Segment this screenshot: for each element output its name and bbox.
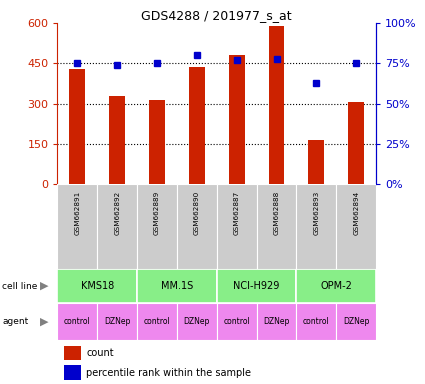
Bar [336,303,376,340]
Bar [217,303,257,340]
Text: control: control [223,317,250,326]
Text: GSM662894: GSM662894 [353,191,359,235]
Bar [57,303,97,340]
Text: ▶: ▶ [40,281,49,291]
Text: NCI-H929: NCI-H929 [233,281,280,291]
Text: control: control [144,317,170,326]
Bar [229,55,245,184]
Bar [109,96,125,184]
Text: GSM662892: GSM662892 [114,191,120,235]
Bar [57,184,97,269]
Bar [257,184,296,269]
Bar [296,269,376,303]
Bar [69,69,85,184]
Bar [137,303,177,340]
Bar [217,269,296,303]
Text: GSM662893: GSM662893 [313,191,319,235]
Text: agent: agent [2,317,28,326]
Bar [97,303,137,340]
Text: OPM-2: OPM-2 [320,281,352,291]
Bar [257,303,296,340]
Text: percentile rank within the sample: percentile rank within the sample [86,367,251,377]
Bar [309,140,324,184]
Bar [64,346,81,360]
Text: GSM662889: GSM662889 [154,191,160,235]
Text: DZNep: DZNep [184,317,210,326]
Text: ▶: ▶ [40,316,49,327]
Text: GSM662890: GSM662890 [194,191,200,235]
Bar [269,26,284,184]
Bar [177,184,217,269]
Text: GSM662888: GSM662888 [274,191,280,235]
Text: KMS18: KMS18 [81,281,114,291]
Text: control: control [64,317,91,326]
Bar [97,184,137,269]
Bar [189,68,205,184]
Bar [64,366,81,379]
Bar [348,103,364,184]
Bar [137,269,217,303]
Text: DZNep: DZNep [104,317,130,326]
Text: cell line: cell line [2,281,37,291]
Bar [177,303,217,340]
Text: GSM662887: GSM662887 [234,191,240,235]
Text: DZNep: DZNep [264,317,290,326]
Text: MM.1S: MM.1S [161,281,193,291]
Bar [57,269,137,303]
Bar [296,184,336,269]
Text: DZNep: DZNep [343,317,369,326]
Bar [137,184,177,269]
Bar [149,100,165,184]
Bar [296,303,336,340]
Text: count: count [86,348,113,358]
Bar [217,184,257,269]
Text: GSM662891: GSM662891 [74,191,80,235]
Title: GDS4288 / 201977_s_at: GDS4288 / 201977_s_at [142,9,292,22]
Text: control: control [303,317,330,326]
Bar [336,184,376,269]
